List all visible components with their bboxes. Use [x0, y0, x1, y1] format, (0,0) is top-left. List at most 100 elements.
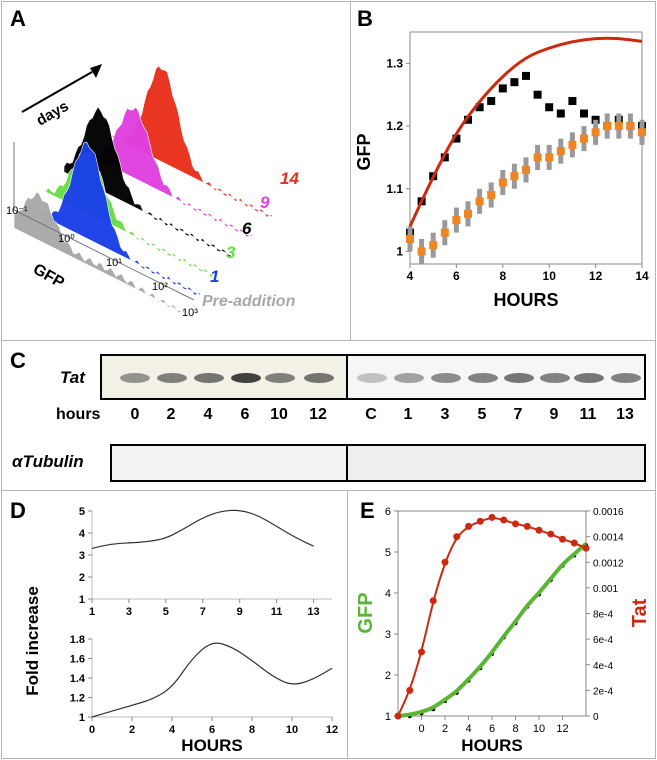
tat-band	[120, 373, 150, 383]
data-point-orange	[487, 191, 496, 200]
tat-band	[231, 373, 261, 383]
y-tick-label: 1.2	[70, 693, 85, 705]
tat-band	[611, 373, 641, 383]
lane-label: 4	[203, 406, 213, 423]
x-axis-label: HOURS	[493, 290, 558, 310]
y-right-tick-label: 0	[593, 712, 599, 723]
divider	[1, 490, 656, 491]
y-right-tick-label: 2e-4	[593, 686, 613, 697]
y-tick-label: 4	[385, 588, 391, 600]
y-axis-label: Fold increase	[23, 586, 42, 696]
data-point-black	[522, 71, 530, 80]
x-tick-label: 2	[442, 723, 448, 735]
lane-label: 12	[309, 406, 327, 423]
x-tick-label: 13	[307, 606, 319, 618]
data-point-orange	[591, 128, 600, 137]
histogram-3d: days GFP 10⁻¹ 10⁰ 10¹ 10² 10³ 14 9 6 3 1…	[6, 64, 299, 319]
lane-label: 1	[403, 406, 413, 423]
days-arrow-line	[21, 71, 93, 113]
x-tick: 10⁻¹	[6, 205, 28, 217]
y-tick-label: 1.2	[386, 119, 403, 133]
panel-label-c: C	[10, 348, 26, 373]
y-tick-label: 5	[79, 506, 85, 518]
data-point-black	[475, 103, 484, 112]
data-point-orange	[638, 128, 646, 137]
data-point-orange	[522, 165, 530, 174]
divider	[347, 490, 348, 758]
lane-label: 6	[240, 406, 250, 423]
x-tick-label: 0	[89, 724, 95, 736]
data-point-orange	[568, 140, 577, 149]
x-tick-label: 10	[533, 723, 545, 735]
x-tick-label: 4	[465, 723, 471, 735]
lane-label: 5	[477, 406, 487, 423]
data-point-orange	[417, 247, 426, 256]
y-tick-label: 1	[79, 712, 85, 724]
lane-label: 9	[549, 406, 559, 423]
x-tick: 10²	[152, 281, 168, 293]
y-tick-label: 5	[385, 547, 391, 559]
y-tick-label: 3	[385, 629, 391, 641]
tat-band	[304, 373, 334, 383]
series-label-9: 9	[260, 193, 270, 212]
tat-band	[194, 373, 224, 383]
panel-label-a: A	[10, 6, 26, 31]
data-point-black	[533, 90, 542, 99]
chart-e: 0 2 4 6 8 10 1212345602e-44e-46e-48e-40.0010.0…	[355, 506, 651, 755]
tubulin-blot-left	[110, 444, 348, 482]
x-tick-label: 12	[589, 269, 603, 283]
y-tick-label: 1.3	[386, 56, 403, 70]
x-tick-label: 9	[237, 606, 243, 618]
y-right-tick-label: 4e-4	[593, 661, 613, 672]
x-tick-label: 7	[200, 606, 206, 618]
y-axis-label-tat: Tat	[629, 598, 651, 627]
y-right-tick-label: 8e-4	[593, 610, 613, 621]
x-tick-label: 4	[169, 724, 176, 736]
y-tick-label: 3	[79, 550, 85, 562]
data-point-orange	[498, 178, 507, 187]
histogram-6	[63, 106, 235, 258]
x-tick-label: 0	[418, 723, 424, 735]
divider	[350, 1, 351, 340]
data-point-black	[464, 115, 472, 124]
series-label-preaddition: Pre-addition	[202, 293, 296, 310]
data-point-black	[452, 134, 461, 143]
x-axis-label: HOURS	[461, 736, 522, 755]
data-point-orange	[603, 122, 612, 131]
tat-band	[431, 373, 461, 383]
data-point-orange	[475, 197, 484, 206]
x-tick-label: 4	[407, 269, 414, 283]
y-right-tick-label: 0.0014	[593, 533, 624, 544]
data-point-orange	[556, 147, 565, 156]
y-tick-label: 1	[79, 594, 85, 606]
data-point-orange	[440, 228, 449, 237]
data-point-orange	[533, 153, 542, 162]
tat-band	[468, 373, 498, 383]
x-axis-label: HOURS	[181, 736, 242, 755]
data-point-orange	[545, 153, 554, 162]
y-tick-label: 1	[385, 711, 391, 723]
tat-band	[540, 373, 570, 383]
y-axis-label: GFP	[354, 133, 374, 170]
panel-label-b: B	[357, 6, 373, 31]
histogram-1	[29, 141, 201, 296]
data-point-orange	[429, 241, 438, 250]
gfp-curve	[397, 542, 588, 718]
data-point-black	[510, 78, 519, 87]
panel-label-d: D	[10, 498, 26, 523]
x-tick-label: 10	[286, 724, 298, 736]
hours-label: hours	[56, 406, 101, 423]
lane-label: 0	[130, 406, 140, 423]
series-label-6: 6	[242, 219, 252, 238]
x-tick-label: 1	[89, 606, 95, 618]
fit-curve	[408, 36, 643, 228]
x-tick: 10³	[182, 307, 198, 319]
gfp-axis-label: GFP	[30, 261, 67, 292]
lane-label: 11	[579, 406, 597, 423]
lane-label: 13	[616, 406, 634, 423]
x-tick: 10¹	[106, 257, 122, 269]
data-point-black	[498, 84, 507, 93]
y-tick-label: 1.4	[70, 673, 86, 685]
x-tick-label: 2	[129, 724, 135, 736]
